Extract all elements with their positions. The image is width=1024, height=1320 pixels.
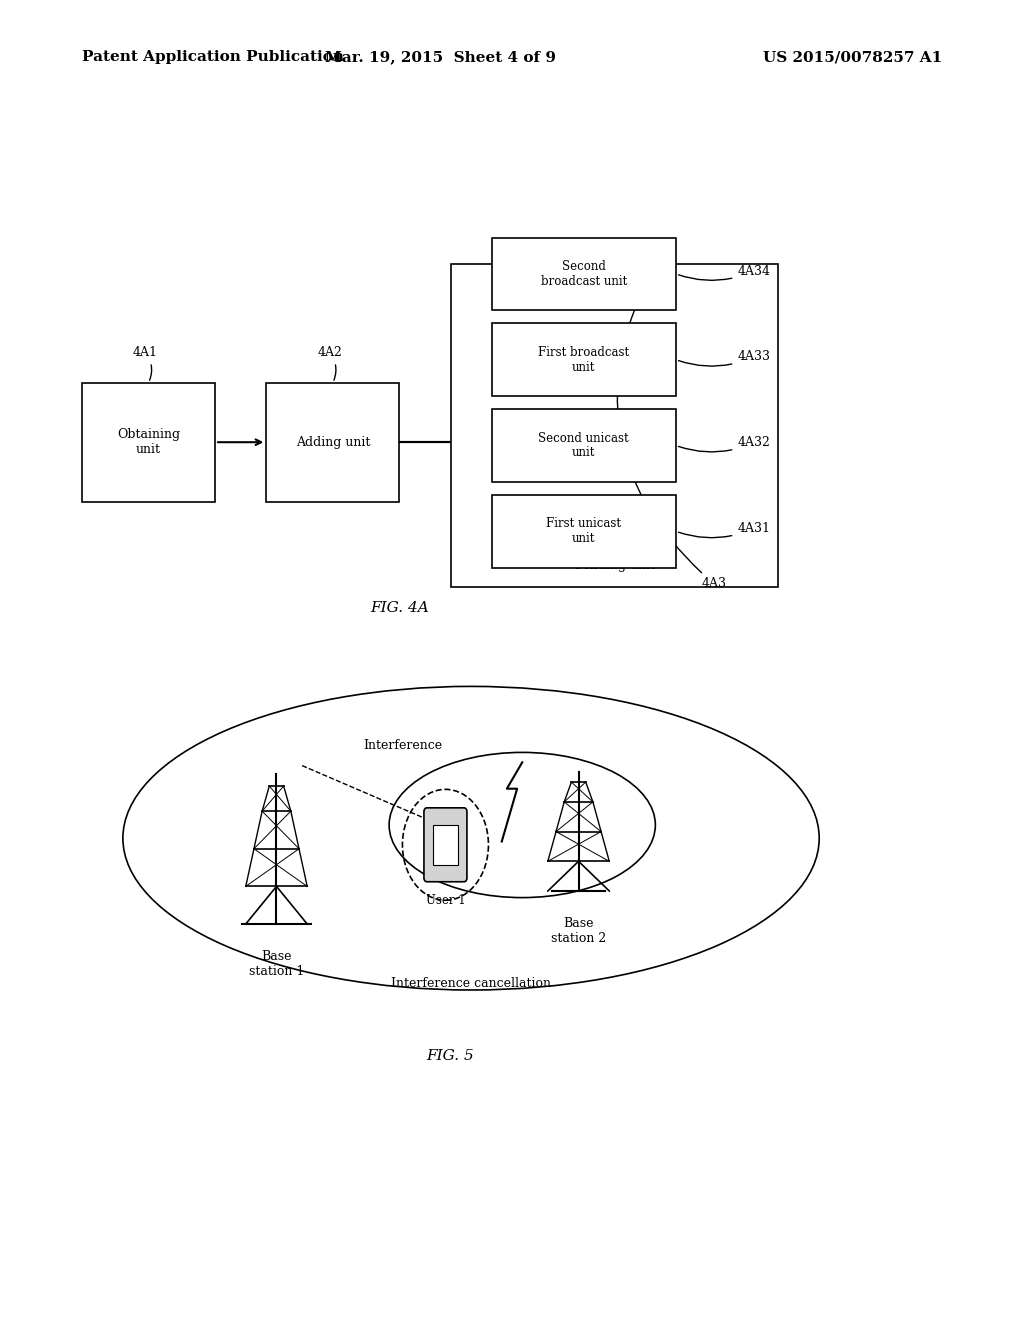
Text: 4A31: 4A31	[679, 521, 770, 537]
Text: Interference: Interference	[364, 739, 442, 752]
FancyBboxPatch shape	[82, 383, 215, 502]
FancyBboxPatch shape	[492, 495, 676, 568]
Text: 4A2: 4A2	[317, 346, 342, 380]
Text: Base
station 2: Base station 2	[551, 917, 606, 945]
Text: FIG. 4A: FIG. 4A	[370, 601, 429, 615]
Text: Mar. 19, 2015  Sheet 4 of 9: Mar. 19, 2015 Sheet 4 of 9	[325, 50, 556, 65]
Text: Second
broadcast unit: Second broadcast unit	[541, 260, 627, 288]
Text: Interference cancellation: Interference cancellation	[391, 977, 551, 990]
Text: 4A34: 4A34	[679, 264, 770, 280]
FancyBboxPatch shape	[492, 409, 676, 482]
Text: Sending unit: Sending unit	[573, 558, 655, 572]
FancyBboxPatch shape	[424, 808, 467, 882]
Text: US 2015/0078257 A1: US 2015/0078257 A1	[763, 50, 942, 65]
Text: FIG. 5: FIG. 5	[427, 1049, 474, 1064]
Text: First broadcast
unit: First broadcast unit	[539, 346, 629, 374]
FancyBboxPatch shape	[451, 264, 778, 587]
Text: 4A33: 4A33	[679, 350, 770, 366]
Text: Obtaining
unit: Obtaining unit	[117, 428, 180, 457]
FancyBboxPatch shape	[266, 383, 399, 502]
Text: Base
station 1: Base station 1	[249, 950, 304, 978]
Text: Patent Application Publication: Patent Application Publication	[82, 50, 344, 65]
Text: Second unicast
unit: Second unicast unit	[539, 432, 629, 459]
Text: First unicast
unit: First unicast unit	[546, 517, 622, 545]
Text: User 1: User 1	[426, 894, 465, 907]
FancyBboxPatch shape	[492, 238, 676, 310]
Text: 4A32: 4A32	[679, 436, 770, 451]
FancyBboxPatch shape	[433, 825, 458, 865]
Text: 4A3: 4A3	[617, 267, 726, 590]
Text: 4A1: 4A1	[133, 346, 158, 380]
Text: Adding unit: Adding unit	[296, 436, 370, 449]
FancyBboxPatch shape	[492, 323, 676, 396]
